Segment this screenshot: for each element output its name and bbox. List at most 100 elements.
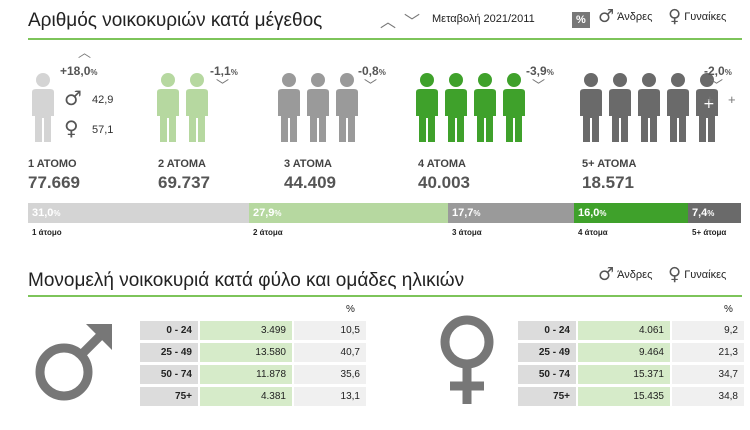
- bar-value-label: 16,0: [578, 207, 600, 219]
- people-groups: +: [32, 73, 718, 142]
- person-icon: [445, 73, 467, 142]
- female-symbol-icon: ♀: [668, 6, 682, 27]
- change-5: -2,0%: [704, 64, 732, 78]
- legend-men-label: Άνδρες: [617, 11, 653, 23]
- bar-category-label: 1 άτομο: [32, 228, 62, 237]
- women-pct-header: %: [724, 304, 733, 315]
- age-group-cell: 0 - 24: [518, 321, 576, 340]
- one-person-women: 57,1: [92, 124, 114, 136]
- chevron-down-icon: ﹀: [364, 79, 378, 94]
- table-row: 0 - 24 3.499 10,5: [140, 321, 366, 340]
- table-row: 75+ 15.435 34,8: [518, 387, 744, 406]
- chevron-up-icon: ︿: [78, 46, 92, 61]
- count-cell: 4.061: [578, 321, 670, 340]
- household-value-1: 77.669: [28, 173, 80, 192]
- person-icon: [667, 73, 689, 142]
- household-label-4: 4 ΑΤΟΜΑ: [418, 158, 466, 170]
- household-label-2: 2 ΑΤΟΜΑ: [158, 158, 206, 170]
- legend-men: ♂ Άνδρες: [598, 266, 652, 284]
- table-row: 25 - 49 9.464 21,3: [518, 343, 744, 362]
- one-person-men: 42,9: [92, 94, 114, 106]
- person-icon: [696, 73, 718, 142]
- page-title: Αριθμός νοικοκυριών κατά μέγεθος: [28, 10, 323, 31]
- bar-segment: 17,7%: [448, 203, 574, 223]
- male-symbol-icon: ♂: [598, 264, 615, 285]
- legend-women: ♀ Γυναίκες: [668, 8, 726, 26]
- legend-men: ♂ Άνδρες: [598, 8, 652, 26]
- share-bar: 31,0% 27,9% 17,7% 16,0% 7,4%: [28, 203, 742, 223]
- household-label-1: 1 ΑΤΟΜΟ: [28, 158, 77, 170]
- household-label-3: 3 ΑΤΟΜΑ: [284, 158, 332, 170]
- change-2: -1,1%: [210, 64, 238, 78]
- chevron-down-icon: ﹀: [216, 79, 230, 94]
- section-rule: [28, 295, 742, 297]
- pct-cell: 34,8: [672, 387, 744, 406]
- female-symbol-icon: [440, 315, 494, 404]
- age-group-cell: 25 - 49: [518, 343, 576, 362]
- men-pct-header: %: [346, 304, 355, 315]
- household-value-2: 69.737: [158, 173, 210, 192]
- chevron-down-icon: ﹀: [532, 79, 546, 94]
- bar-segment: 7,4%: [688, 203, 741, 223]
- person-icon: [580, 73, 602, 142]
- change-4: -3,9%: [526, 64, 554, 78]
- legend-women-label: Γυναίκες: [684, 269, 727, 281]
- legend-women: ♀ Γυναίκες: [668, 266, 726, 284]
- section-title: Μονομελή νοικοκυριά κατά φύλο και ομάδες…: [28, 270, 465, 291]
- percent-badge: %: [572, 12, 590, 28]
- age-group-cell: 75+: [140, 387, 198, 406]
- chevron-up-icon[interactable]: ︿: [380, 12, 397, 31]
- pct-cell: 34,7: [672, 365, 744, 384]
- bar-value-label: 7,4: [692, 207, 708, 219]
- person-icon: [32, 73, 54, 142]
- legend-men-label: Άνδρες: [617, 269, 653, 281]
- table-row: 50 - 74 15.371 34,7: [518, 365, 744, 384]
- bar-value-label: 27,9: [253, 207, 275, 219]
- household-value-5: 18.571: [582, 173, 634, 192]
- male-symbol-icon: [35, 324, 112, 401]
- count-cell: 15.435: [578, 387, 670, 406]
- pct-cell: 40,7: [294, 343, 366, 362]
- female-symbol-icon: ♀: [64, 116, 79, 140]
- plus-sign: +: [706, 92, 714, 107]
- chevron-down-icon[interactable]: ﹀: [404, 12, 421, 31]
- plus-sign: +: [728, 92, 736, 107]
- male-symbol-icon: ♂: [598, 6, 615, 27]
- pct-cell: 10,5: [294, 321, 366, 340]
- person-icon: [416, 73, 438, 142]
- pct-cell: 9,2: [672, 321, 744, 340]
- person-icon: [157, 73, 179, 142]
- male-symbol-icon: ♂: [64, 86, 82, 110]
- bar-category-label: 4 άτομα: [578, 228, 608, 237]
- person-icon: [307, 73, 329, 142]
- household-value-4: 40.003: [418, 173, 470, 192]
- table-row: 0 - 24 4.061 9,2: [518, 321, 744, 340]
- count-cell: 3.499: [200, 321, 292, 340]
- count-cell: 11.878: [200, 365, 292, 384]
- pct-cell: 35,6: [294, 365, 366, 384]
- bar-value-label: 31,0: [32, 207, 54, 219]
- table-row: 50 - 74 11.878 35,6: [140, 365, 366, 384]
- count-cell: 4.381: [200, 387, 292, 406]
- bar-category-label: 3 άτομα: [452, 228, 482, 237]
- bar-category-label: 5+ άτομα: [692, 228, 727, 237]
- count-cell: 13.580: [200, 343, 292, 362]
- person-icon: [278, 73, 300, 142]
- household-value-3: 44.409: [284, 173, 336, 192]
- pct-cell: 13,1: [294, 387, 366, 406]
- table-row: 75+ 4.381 13,1: [140, 387, 366, 406]
- bar-segment: 16,0%: [574, 203, 688, 223]
- person-icon: [336, 73, 358, 142]
- plus-sign: +: [703, 96, 715, 112]
- change-1: +18,0%: [60, 64, 98, 78]
- bar-segment: 27,9%: [249, 203, 448, 223]
- header-rule: [28, 38, 742, 40]
- change-period-label: Μεταβολή 2021/2011: [432, 13, 535, 25]
- person-icon: [609, 73, 631, 142]
- age-group-cell: 0 - 24: [140, 321, 198, 340]
- person-icon: [186, 73, 208, 142]
- female-symbol-icon: ♀: [668, 264, 682, 285]
- person-icon: [638, 73, 660, 142]
- count-cell: 15.371: [578, 365, 670, 384]
- share-bar-labels: 1 άτομο 2 άτομα 3 άτομα 4 άτομα 5+ άτομα: [28, 228, 742, 240]
